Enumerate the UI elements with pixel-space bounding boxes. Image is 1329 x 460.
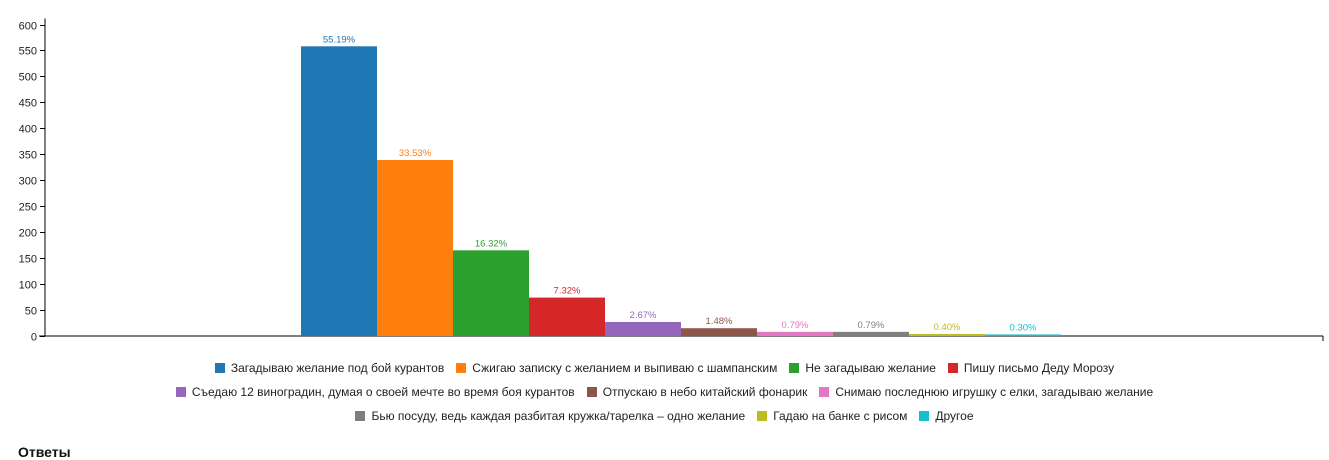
legend-item[interactable]: Снимаю последнюю игрушку с елки, загадыв…	[819, 385, 1153, 399]
bar-value-label: 1.48%	[706, 316, 733, 327]
legend-row: Съедаю 12 виноградин, думая о своей мечт…	[0, 380, 1329, 404]
legend-swatch	[947, 363, 958, 373]
legend-row: Загадываю желание под бой курантов Сжигаю…	[0, 356, 1329, 380]
y-axis: 0 50 100 150 200 250 300 350 400 450 500 550 600	[19, 18, 1324, 344]
bar-chart: 0 50 100 150 200 250 300 350 400 450 500 550 600 55.…	[19, 18, 1324, 344]
legend-item[interactable]: Съедаю 12 виноградин, думая о своей мечт…	[175, 385, 575, 399]
legend-swatch	[757, 411, 768, 421]
y-tick-label: 350	[19, 150, 37, 162]
bar-value-label: 0.30%	[1010, 322, 1037, 333]
bar-value-label: 0.79%	[858, 320, 885, 331]
bar[interactable]	[985, 334, 1061, 336]
bar[interactable]	[605, 321, 681, 336]
y-tick-label: 600	[19, 21, 37, 33]
bar[interactable]	[909, 333, 985, 336]
y-tick-label: 250	[19, 202, 37, 214]
bar[interactable]	[453, 250, 529, 336]
legend-item[interactable]: Загадываю желание под бой курантов	[214, 361, 445, 375]
legend-label: Загадываю желание под бой курантов	[230, 361, 445, 375]
legend-item[interactable]: Не загадываю желание	[789, 361, 936, 375]
legend-label: Гадаю на банке с рисом	[773, 409, 908, 423]
legend-item[interactable]: Бью посуду, ведь каждая разбитая кружка/…	[355, 409, 745, 423]
bar-value-label: 55.19%	[323, 34, 356, 45]
y-tick-label: 500	[19, 72, 37, 84]
bar-value-label: 2.67%	[630, 310, 657, 321]
y-tick-label: 450	[19, 98, 37, 110]
y-tick-label: 150	[19, 254, 37, 266]
bar[interactable]	[833, 331, 909, 336]
legend-item[interactable]: Пишу письмо Деду Морозу	[947, 361, 1115, 375]
legend-swatch	[586, 387, 597, 397]
y-tick-label: 400	[19, 124, 37, 136]
y-tick-label: 50	[25, 306, 37, 318]
bar-value-label: 7.32%	[554, 286, 581, 297]
legend-label: Сжигаю записку с желанием и выпиваю с ша…	[472, 361, 778, 375]
bars	[301, 46, 1061, 337]
legend-swatch	[819, 387, 830, 397]
legend-item[interactable]: Сжигаю записку с желанием и выпиваю с ша…	[456, 361, 777, 375]
legend-label: Пишу письмо Деду Морозу	[963, 361, 1115, 375]
legend-item[interactable]: Отпускаю в небо китайский фонарик	[586, 385, 808, 399]
y-tick-label: 300	[19, 176, 37, 188]
legend-label: Не загадываю желание	[805, 361, 936, 375]
y-tick-label: 200	[19, 228, 37, 240]
legend-row: Бью посуду, ведь каждая разбитая кружка/…	[0, 404, 1329, 428]
bar[interactable]	[377, 160, 453, 336]
data-labels: 55.19% 33.53% 16.32% 7.32% 2.67% 1.48% 0.79% 0.…	[323, 34, 1037, 333]
answers-heading: Ответы	[18, 444, 71, 460]
bar-value-label: 33.53%	[399, 148, 432, 159]
legend-swatch	[355, 411, 366, 421]
legend-label: Бью посуду, ведь каждая разбитая кружка/…	[371, 409, 746, 423]
legend-swatch	[214, 363, 225, 373]
bar[interactable]	[529, 297, 605, 336]
bar-value-label: 16.32%	[475, 238, 508, 249]
legend-swatch	[456, 363, 467, 373]
bar[interactable]	[757, 331, 833, 336]
bar[interactable]	[681, 328, 757, 336]
bar-value-label: 0.40%	[934, 322, 961, 333]
legend-label: Съедаю 12 виноградин, думая о своей мечт…	[191, 385, 575, 399]
bar-value-label: 0.79%	[782, 320, 809, 331]
legend-label: Отпускаю в небо китайский фонарик	[602, 385, 808, 399]
bar[interactable]	[301, 46, 377, 337]
legend-label: Снимаю последнюю игрушку с елки, загадыв…	[835, 385, 1154, 399]
y-tick-label: 100	[19, 280, 37, 292]
legend-item[interactable]: Другое	[919, 409, 974, 423]
legend-item[interactable]: Гадаю на банке с рисом	[757, 409, 907, 423]
legend: Загадываю желание под бой курантов Сжигаю…	[0, 356, 1329, 428]
legend-swatch	[175, 387, 186, 397]
y-tick-label: 550	[19, 46, 37, 58]
y-tick-label: 0	[31, 332, 37, 344]
legend-label: Другое	[935, 409, 974, 423]
legend-swatch	[789, 363, 800, 373]
legend-swatch	[919, 411, 930, 421]
